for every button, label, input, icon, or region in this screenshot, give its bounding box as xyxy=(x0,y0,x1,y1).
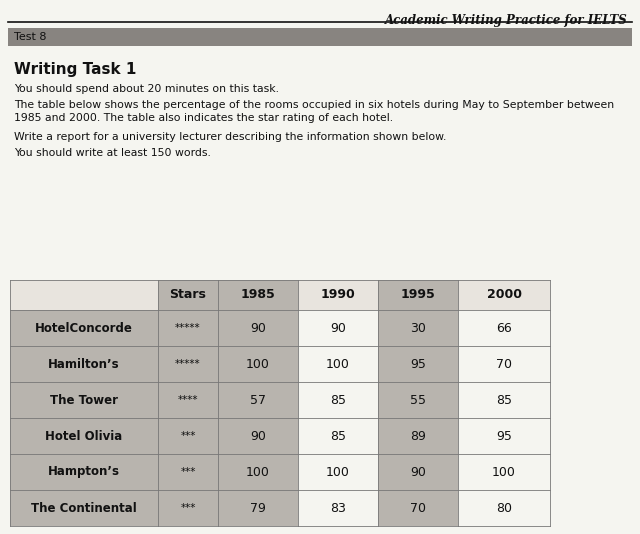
Text: 70: 70 xyxy=(496,357,512,371)
Text: ****: **** xyxy=(178,395,198,405)
Bar xyxy=(158,280,218,526)
Bar xyxy=(10,310,158,526)
Text: 55: 55 xyxy=(410,394,426,406)
Text: 100: 100 xyxy=(246,466,270,478)
Text: 1985 and 2000. The table also indicates the star rating of each hotel.: 1985 and 2000. The table also indicates … xyxy=(14,113,393,123)
Text: 95: 95 xyxy=(496,429,512,443)
Text: 30: 30 xyxy=(410,321,426,334)
Text: Hampton’s: Hampton’s xyxy=(48,466,120,478)
Text: 89: 89 xyxy=(410,429,426,443)
Bar xyxy=(378,280,458,526)
Text: 1995: 1995 xyxy=(401,288,435,302)
Text: The table below shows the percentage of the rooms occupied in six hotels during : The table below shows the percentage of … xyxy=(14,100,614,110)
Text: 85: 85 xyxy=(330,394,346,406)
Bar xyxy=(378,280,458,310)
Text: Hamilton’s: Hamilton’s xyxy=(48,357,120,371)
Text: 79: 79 xyxy=(250,501,266,514)
Text: 100: 100 xyxy=(326,357,350,371)
Text: You should write at least 150 words.: You should write at least 150 words. xyxy=(14,148,211,158)
Text: Writing Task 1: Writing Task 1 xyxy=(14,62,136,77)
Text: The Continental: The Continental xyxy=(31,501,137,514)
Text: Hotel Olivia: Hotel Olivia xyxy=(45,429,123,443)
Text: 85: 85 xyxy=(496,394,512,406)
Text: 90: 90 xyxy=(250,429,266,443)
Text: 100: 100 xyxy=(246,357,270,371)
Text: ***: *** xyxy=(180,503,196,513)
Text: 1990: 1990 xyxy=(321,288,355,302)
Text: 90: 90 xyxy=(330,321,346,334)
Text: Write a report for a university lecturer describing the information shown below.: Write a report for a university lecturer… xyxy=(14,132,446,142)
Text: ***: *** xyxy=(180,467,196,477)
Bar xyxy=(218,280,298,310)
Bar xyxy=(158,280,218,310)
Text: The Tower: The Tower xyxy=(50,394,118,406)
Text: 70: 70 xyxy=(410,501,426,514)
Text: *****: ***** xyxy=(175,359,201,369)
Text: 95: 95 xyxy=(410,357,426,371)
Text: 90: 90 xyxy=(410,466,426,478)
Text: Stars: Stars xyxy=(170,288,207,302)
Text: 1985: 1985 xyxy=(241,288,275,302)
Text: 90: 90 xyxy=(250,321,266,334)
Text: *****: ***** xyxy=(175,323,201,333)
Text: 85: 85 xyxy=(330,429,346,443)
Text: 66: 66 xyxy=(496,321,512,334)
Text: HotelConcorde: HotelConcorde xyxy=(35,321,133,334)
Text: You should spend about 20 minutes on this task.: You should spend about 20 minutes on thi… xyxy=(14,84,279,94)
Text: ***: *** xyxy=(180,431,196,441)
Text: 2000: 2000 xyxy=(486,288,522,302)
Text: Academic Writing Practice for IELTS: Academic Writing Practice for IELTS xyxy=(385,14,628,27)
Bar xyxy=(10,280,550,310)
Bar xyxy=(218,280,298,526)
Text: 57: 57 xyxy=(250,394,266,406)
Bar xyxy=(8,28,632,46)
Text: 100: 100 xyxy=(492,466,516,478)
Text: 100: 100 xyxy=(326,466,350,478)
Text: Test 8: Test 8 xyxy=(14,32,47,42)
Text: 83: 83 xyxy=(330,501,346,514)
Text: 80: 80 xyxy=(496,501,512,514)
